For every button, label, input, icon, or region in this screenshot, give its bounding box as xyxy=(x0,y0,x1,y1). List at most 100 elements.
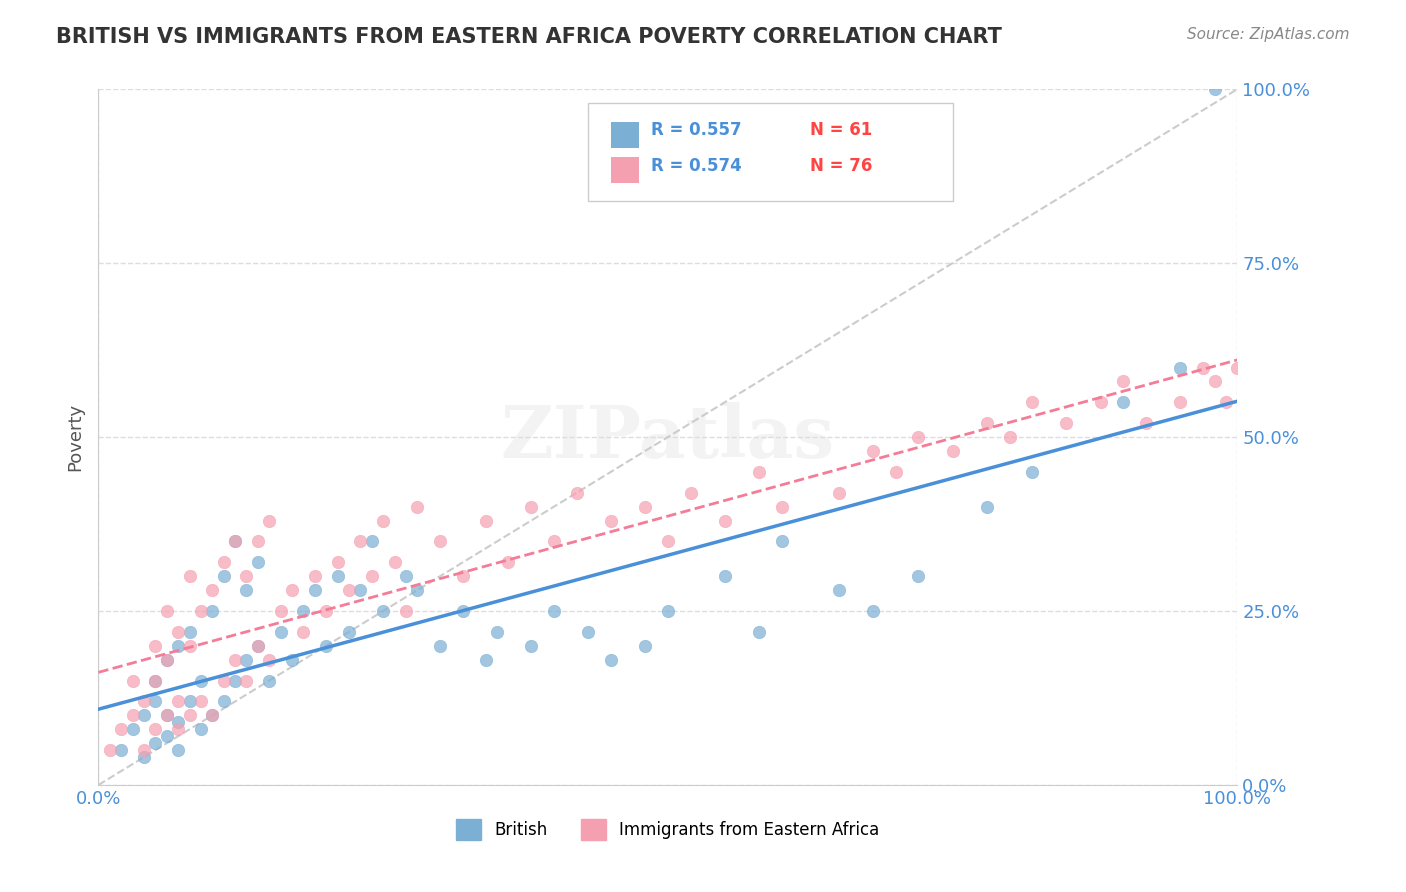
Point xyxy=(360,569,382,583)
Point xyxy=(145,694,167,708)
Point xyxy=(1112,395,1135,409)
Point xyxy=(360,534,382,549)
Point xyxy=(770,500,793,514)
Legend: British, Immigrants from Eastern Africa: British, Immigrants from Eastern Africa xyxy=(450,813,886,847)
Text: ZIPatlas: ZIPatlas xyxy=(501,401,835,473)
Point xyxy=(657,604,679,618)
Point xyxy=(337,624,360,639)
Point xyxy=(907,569,929,583)
Point xyxy=(748,465,770,479)
Point xyxy=(167,715,190,730)
Point xyxy=(121,673,143,688)
Point xyxy=(1192,360,1215,375)
Point xyxy=(190,673,212,688)
Point xyxy=(1090,395,1112,409)
Point xyxy=(520,500,543,514)
Point xyxy=(429,534,451,549)
Point xyxy=(110,723,132,737)
Point xyxy=(167,624,190,639)
Point xyxy=(451,569,474,583)
Point xyxy=(384,555,406,569)
Point xyxy=(770,534,793,549)
Point xyxy=(498,555,520,569)
Point xyxy=(224,673,246,688)
Point xyxy=(406,500,429,514)
Point xyxy=(474,653,496,667)
Point xyxy=(600,653,623,667)
Text: BRITISH VS IMMIGRANTS FROM EASTERN AFRICA POVERTY CORRELATION CHART: BRITISH VS IMMIGRANTS FROM EASTERN AFRIC… xyxy=(56,27,1002,46)
Point xyxy=(1170,360,1192,375)
Point xyxy=(145,639,167,653)
Point xyxy=(315,639,337,653)
Text: R = 0.557: R = 0.557 xyxy=(651,120,741,138)
Point xyxy=(520,639,543,653)
FancyBboxPatch shape xyxy=(612,122,640,148)
Point xyxy=(406,583,429,598)
Point xyxy=(235,653,257,667)
Point xyxy=(224,534,246,549)
Point xyxy=(132,694,155,708)
FancyBboxPatch shape xyxy=(612,157,640,183)
Point xyxy=(315,604,337,618)
Point xyxy=(371,604,394,618)
Point xyxy=(1204,82,1226,96)
FancyBboxPatch shape xyxy=(588,103,953,201)
Point xyxy=(270,624,292,639)
Point xyxy=(543,604,565,618)
Y-axis label: Poverty: Poverty xyxy=(66,403,84,471)
Point xyxy=(1021,465,1043,479)
Point xyxy=(179,639,201,653)
Point xyxy=(395,604,418,618)
Point xyxy=(212,569,235,583)
Point xyxy=(201,708,224,723)
Point xyxy=(862,604,884,618)
Point xyxy=(179,569,201,583)
Point xyxy=(259,653,281,667)
Point xyxy=(600,514,623,528)
Point xyxy=(828,583,851,598)
Point xyxy=(246,639,269,653)
Point xyxy=(190,694,212,708)
Point xyxy=(201,708,224,723)
Point xyxy=(121,708,143,723)
Point xyxy=(474,514,496,528)
Point xyxy=(156,653,179,667)
Point xyxy=(246,639,269,653)
Point xyxy=(259,514,281,528)
Text: R = 0.574: R = 0.574 xyxy=(651,157,741,175)
Point xyxy=(281,653,304,667)
Point xyxy=(98,743,121,757)
Point xyxy=(145,736,167,750)
Point xyxy=(337,583,360,598)
Point xyxy=(395,569,418,583)
Point xyxy=(998,430,1021,444)
Point xyxy=(714,569,737,583)
Point xyxy=(156,729,179,743)
Point xyxy=(543,534,565,549)
Point xyxy=(326,569,349,583)
Point xyxy=(634,639,657,653)
Point xyxy=(145,673,167,688)
Point xyxy=(565,485,588,500)
Point xyxy=(304,569,326,583)
Point xyxy=(304,583,326,598)
Point xyxy=(167,743,190,757)
Point xyxy=(132,743,155,757)
Point xyxy=(167,694,190,708)
Point xyxy=(429,639,451,653)
Point xyxy=(1204,375,1226,389)
Point xyxy=(235,569,257,583)
Point xyxy=(132,708,155,723)
Point xyxy=(976,500,998,514)
Point xyxy=(1170,395,1192,409)
Point xyxy=(201,604,224,618)
Point xyxy=(748,624,770,639)
Point xyxy=(907,430,929,444)
Point xyxy=(679,485,702,500)
Point xyxy=(121,723,143,737)
Point xyxy=(235,583,257,598)
Point xyxy=(224,534,246,549)
Point xyxy=(1215,395,1237,409)
Point xyxy=(110,743,132,757)
Point xyxy=(486,624,509,639)
